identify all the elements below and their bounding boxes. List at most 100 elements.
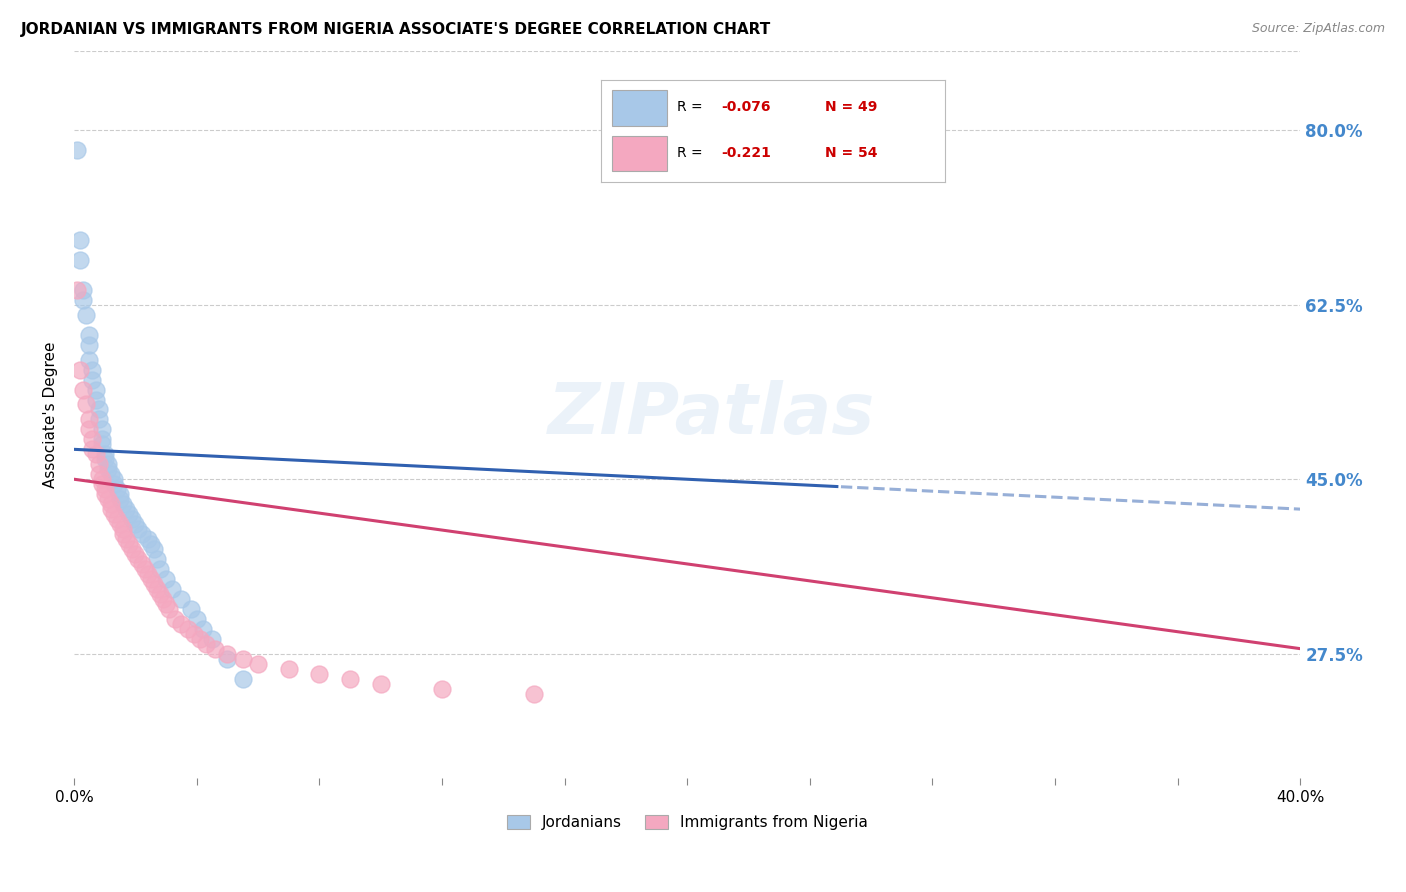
Point xyxy=(100,467,122,482)
Point xyxy=(232,651,254,665)
Point xyxy=(136,566,159,581)
Point xyxy=(90,422,112,436)
Point xyxy=(82,362,104,376)
Point xyxy=(79,422,101,436)
Point xyxy=(201,632,224,646)
Point xyxy=(183,626,205,640)
Point xyxy=(136,532,159,546)
Point xyxy=(155,572,177,586)
Point xyxy=(121,541,143,556)
Point xyxy=(97,462,120,476)
Text: JORDANIAN VS IMMIGRANTS FROM NIGERIA ASSOCIATE'S DEGREE CORRELATION CHART: JORDANIAN VS IMMIGRANTS FROM NIGERIA ASS… xyxy=(21,22,772,37)
Point xyxy=(103,507,125,521)
Point xyxy=(105,512,128,526)
Point xyxy=(124,547,146,561)
Legend: Jordanians, Immigrants from Nigeria: Jordanians, Immigrants from Nigeria xyxy=(501,809,873,836)
Point xyxy=(152,591,174,606)
Point xyxy=(124,517,146,532)
Point xyxy=(97,457,120,471)
Point xyxy=(430,681,453,696)
Point xyxy=(115,532,138,546)
Point xyxy=(108,492,131,507)
Point xyxy=(139,572,162,586)
Point xyxy=(191,622,214,636)
Point xyxy=(93,487,115,501)
Point xyxy=(72,293,94,307)
Point xyxy=(97,492,120,507)
Point xyxy=(69,252,91,267)
Point xyxy=(90,477,112,491)
Point xyxy=(339,672,361,686)
Point xyxy=(247,657,270,671)
Point xyxy=(90,433,112,447)
Point xyxy=(157,602,180,616)
Point xyxy=(87,457,110,471)
Point xyxy=(105,482,128,496)
Point xyxy=(66,144,89,158)
Point xyxy=(79,412,101,426)
Point xyxy=(131,557,153,571)
Point xyxy=(87,412,110,426)
Point xyxy=(84,447,107,461)
Point xyxy=(146,552,169,566)
Point xyxy=(72,283,94,297)
Point xyxy=(370,676,392,690)
Point xyxy=(170,591,193,606)
Point xyxy=(112,527,135,541)
Point xyxy=(79,337,101,351)
Point xyxy=(134,562,156,576)
Point xyxy=(139,537,162,551)
Point xyxy=(142,577,165,591)
Text: ZIPatlas: ZIPatlas xyxy=(548,380,876,449)
Point xyxy=(72,383,94,397)
Point xyxy=(186,612,208,626)
Point xyxy=(100,502,122,516)
Point xyxy=(66,283,89,297)
Point xyxy=(204,641,226,656)
Point xyxy=(118,537,141,551)
Point xyxy=(112,497,135,511)
Point xyxy=(93,447,115,461)
Point xyxy=(170,616,193,631)
Point xyxy=(115,502,138,516)
Point xyxy=(87,402,110,417)
Point xyxy=(90,472,112,486)
Point xyxy=(108,517,131,532)
Point xyxy=(112,522,135,536)
Point xyxy=(69,362,91,376)
Point xyxy=(79,327,101,342)
Point xyxy=(69,233,91,247)
Point xyxy=(188,632,211,646)
Point xyxy=(180,602,202,616)
Point xyxy=(232,672,254,686)
Point xyxy=(217,647,239,661)
Text: Source: ZipAtlas.com: Source: ZipAtlas.com xyxy=(1251,22,1385,36)
Point xyxy=(84,392,107,407)
Point xyxy=(103,472,125,486)
Point xyxy=(103,477,125,491)
Point xyxy=(93,482,115,496)
Point xyxy=(118,507,141,521)
Point xyxy=(165,612,187,626)
Point xyxy=(523,686,546,700)
Point xyxy=(176,622,198,636)
Point xyxy=(127,552,149,566)
Point xyxy=(93,452,115,467)
Point xyxy=(75,397,97,411)
Point xyxy=(160,582,183,596)
Point xyxy=(100,497,122,511)
Point xyxy=(82,373,104,387)
Point xyxy=(308,666,330,681)
Point xyxy=(108,487,131,501)
Point xyxy=(155,597,177,611)
Point xyxy=(142,541,165,556)
Point xyxy=(84,383,107,397)
Point xyxy=(131,527,153,541)
Point xyxy=(87,467,110,482)
Point xyxy=(194,637,217,651)
Point xyxy=(82,442,104,457)
Point xyxy=(277,662,299,676)
Point xyxy=(149,587,172,601)
Point xyxy=(79,352,101,367)
Point xyxy=(90,437,112,451)
